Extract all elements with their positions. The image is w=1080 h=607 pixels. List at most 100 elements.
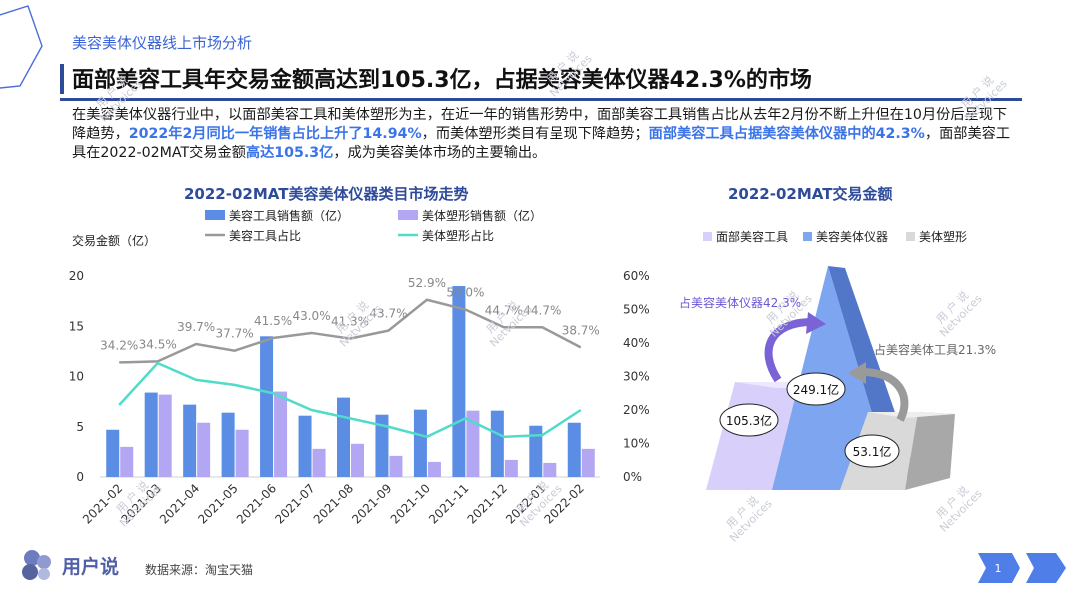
legend-label: 美体塑形 (919, 229, 967, 244)
bar-beauty-tool (144, 392, 158, 477)
data-label-share: 37.7% (216, 327, 254, 341)
prism-body-shaping-side (905, 412, 955, 490)
data-label-share: 34.2% (100, 338, 138, 352)
title-bar: 面部美容工具年交易金额高达到105.3亿，占据美容美体仪器42.3%的市场 (60, 60, 1022, 101)
value-bubble (786, 372, 846, 406)
y-tick-label: 15 (69, 319, 84, 333)
data-label-share: 44.7% (523, 303, 561, 317)
value-label: 105.3亿 (726, 413, 772, 428)
value-label: 53.1亿 (853, 444, 892, 459)
share-label-tool: 占美容美体工具21.3% (874, 342, 996, 357)
bar-beauty-tool (567, 422, 581, 477)
data-label-share: 34.5% (139, 337, 177, 351)
section-label: 美容美体仪器线上市场分析 (72, 34, 253, 52)
share-arrow-head-icon (848, 362, 866, 384)
page-number: 1 (994, 562, 1002, 575)
legend-swatch (205, 210, 225, 220)
title-accent (60, 64, 64, 94)
line-body-shaping-share (118, 361, 582, 439)
y-tick-label: 20 (69, 269, 84, 283)
intro-paragraph: 在美容美体仪器行业中，以面部美容工具和美体塑形为主，在近一年的销售形势中，面部美… (72, 106, 1017, 163)
trend-chart-title: 2022-02MAT美容美体仪器类目市场走势 (184, 185, 469, 203)
legend-swatch (803, 232, 812, 241)
share-arrow-icon (764, 318, 813, 383)
bar-beauty-tool (260, 336, 274, 477)
bar-beauty-tool (183, 404, 197, 477)
bar-beauty-tool (413, 409, 427, 477)
intro-highlight-1: 2022年2月同比一年销售占比上升了14.94% (128, 126, 422, 142)
legend-label: 美体塑形占比 (422, 228, 494, 243)
legend-label: 面部美容工具 (716, 229, 788, 244)
bar-body-shaping (197, 422, 211, 477)
legend-swatch (703, 232, 712, 241)
data-label-share: 41.5% (254, 314, 292, 328)
bar-body-shaping (312, 448, 326, 477)
bar-body-shaping (581, 448, 595, 477)
bar-body-shaping (235, 429, 249, 477)
hexagon-decoration (0, 5, 43, 89)
y-axis-label: 交易金额（亿） (72, 233, 156, 248)
y2-tick-label: 50% (623, 303, 650, 317)
data-label-share: 38.7% (562, 323, 600, 337)
y2-tick-label: 10% (623, 437, 650, 451)
bar-beauty-tool (452, 286, 466, 477)
page-indicator (978, 553, 1066, 583)
bar-beauty-tool (298, 415, 312, 477)
intro-highlight-2: 面部美容工具占据美容美体仪器中的42.3% (648, 126, 925, 142)
share-label-device: 占美容美体仪器42.3% (679, 295, 801, 310)
y2-tick-label: 0% (623, 470, 642, 484)
y2-tick-label: 20% (623, 403, 650, 417)
bar-beauty-tool (106, 429, 120, 477)
intro-text-1: 在美容美体仪器行业中，以面部美容工具和美体塑形为主，在近一年的销售形势中，面部美… (72, 107, 1008, 142)
data-label-share: 39.7% (177, 320, 215, 334)
intro-highlight-3: 高达105.3亿 (245, 145, 334, 161)
data-source: 数据来源：淘宝天猫 (145, 563, 254, 577)
legend-label: 美容工具销售额（亿） (229, 208, 349, 223)
next-page-icon[interactable] (1026, 553, 1066, 583)
data-label-share: 50.0% (446, 286, 484, 300)
bar-beauty-tool (529, 425, 543, 477)
data-label-share: 43.0% (292, 309, 330, 323)
bar-body-shaping (504, 459, 518, 477)
value-bubble (844, 434, 900, 468)
bar-body-shaping (274, 391, 288, 477)
page-title: 面部美容工具年交易金额高达到105.3亿，占据美容美体仪器42.3%的市场 (72, 68, 812, 93)
bar-body-shaping (351, 443, 364, 477)
value-bubble (719, 403, 779, 437)
bar-body-shaping (466, 410, 480, 477)
legend-label: 美容工具占比 (229, 228, 301, 243)
data-label-share: 41.3% (331, 315, 369, 329)
data-label-share: 52.9% (408, 276, 446, 290)
bar-body-shaping (389, 455, 403, 477)
prism-body-shaping-top (868, 412, 955, 418)
value-label: 249.1亿 (793, 382, 839, 397)
legend-swatch (906, 232, 915, 241)
bar-beauty-tool (221, 412, 235, 477)
brand-logo-icon (22, 550, 51, 580)
legend-swatch (398, 210, 418, 220)
brand-name: 用户说 (62, 556, 120, 578)
data-label-share: 43.7% (369, 307, 407, 321)
bar-body-shaping (158, 394, 172, 477)
share-arrow-icon (861, 368, 909, 422)
bar-body-shaping (543, 462, 557, 477)
y2-tick-label: 40% (623, 336, 650, 350)
y2-tick-label: 60% (623, 269, 650, 283)
bar-beauty-tool (375, 414, 389, 477)
intro-text-2: ，而美体塑形类目有呈现下降趋势； (421, 126, 649, 142)
intro-text-3: ，面部美容工具在2022-02MAT交易金额 (72, 126, 1011, 161)
share-arrow-head-icon (806, 312, 826, 334)
bar-body-shaping (120, 446, 134, 477)
bar-body-shaping (427, 461, 441, 477)
legend-label: 美体塑形销售额（亿） (422, 208, 542, 223)
y-tick-label: 10 (69, 370, 84, 384)
bar-beauty-tool (490, 410, 504, 477)
legend-label: 美容美体仪器 (816, 229, 888, 244)
y-tick-label: 5 (76, 420, 84, 434)
intro-text-4: ，成为美容美体市场的主要输出。 (333, 145, 547, 161)
data-label-share: 44.7% (485, 303, 523, 317)
y2-tick-label: 30% (623, 370, 650, 384)
pyramid-chart-title: 2022-02MAT交易金额 (728, 185, 893, 203)
